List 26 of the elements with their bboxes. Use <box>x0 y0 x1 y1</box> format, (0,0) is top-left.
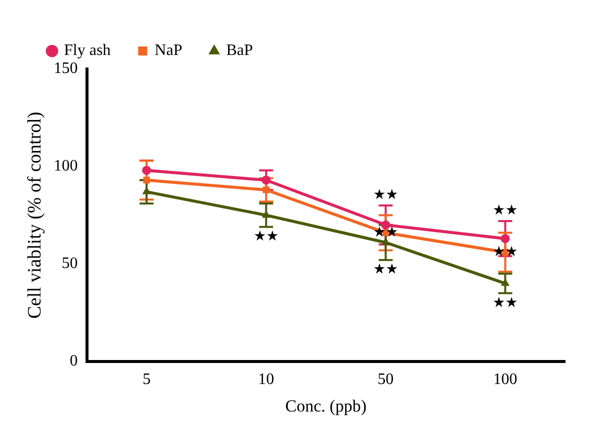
x-tick-label: 5 <box>142 371 151 388</box>
x-tick-label: 50 <box>378 371 394 388</box>
y-tick-label: 150 <box>54 60 78 78</box>
annotation: ★★ <box>492 202 518 219</box>
legend-label: Fly ash <box>64 42 111 60</box>
point <box>142 187 151 194</box>
annotation: ★★ <box>373 187 398 204</box>
legend-label: BaP <box>226 42 253 60</box>
annotation: ★★ <box>373 262 398 278</box>
x-tick-label: 100 <box>493 371 518 388</box>
y-axis-title: Cell viablity (% of control) <box>24 112 46 319</box>
y-tick-label: 50 <box>62 255 78 272</box>
point <box>262 176 271 185</box>
point <box>142 166 152 175</box>
point <box>262 186 270 194</box>
y-tick-label: 100 <box>54 158 78 175</box>
legend-label: NaP <box>154 42 182 60</box>
point <box>501 278 510 286</box>
annotation: ★★ <box>492 294 518 311</box>
annotation: ★★ <box>254 228 279 245</box>
point <box>262 210 270 218</box>
x-tick-label: 10 <box>258 371 274 388</box>
point <box>500 234 510 244</box>
y-tick-label: 0 <box>70 352 78 370</box>
point <box>143 176 150 184</box>
x-axis-title: Conc. (ppb) <box>285 396 367 416</box>
